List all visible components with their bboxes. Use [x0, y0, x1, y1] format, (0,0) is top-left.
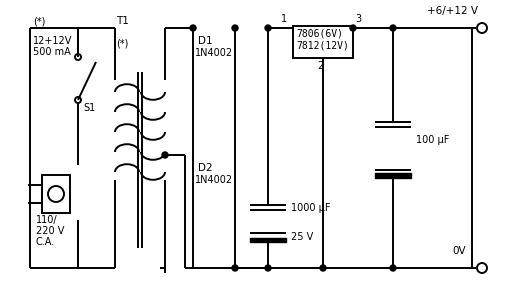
- Text: +6/+12 V: +6/+12 V: [427, 6, 478, 16]
- Circle shape: [232, 25, 238, 31]
- Circle shape: [350, 25, 356, 31]
- Text: 1000 µF: 1000 µF: [291, 203, 331, 213]
- Circle shape: [265, 25, 271, 31]
- Text: 1: 1: [281, 14, 287, 24]
- Circle shape: [162, 152, 168, 158]
- Text: 1N4002: 1N4002: [195, 48, 233, 58]
- Text: 7806(6V): 7806(6V): [296, 29, 343, 39]
- Text: 2: 2: [317, 61, 323, 71]
- Bar: [293, 26, 353, 58]
- Text: S1: S1: [83, 103, 95, 113]
- Text: D2: D2: [198, 163, 213, 173]
- Circle shape: [390, 25, 396, 31]
- Text: C.A.: C.A.: [36, 237, 55, 247]
- Text: 7812(12V): 7812(12V): [296, 41, 349, 51]
- Text: 3: 3: [355, 14, 361, 24]
- Circle shape: [190, 25, 196, 31]
- Text: 110/: 110/: [36, 215, 58, 225]
- Text: 0V: 0V: [452, 246, 465, 256]
- Circle shape: [390, 265, 396, 271]
- Text: 12+12V: 12+12V: [33, 36, 72, 46]
- Text: 25 V: 25 V: [291, 232, 313, 242]
- Text: 220 V: 220 V: [36, 226, 64, 236]
- Circle shape: [320, 265, 326, 271]
- Text: 100 µF: 100 µF: [416, 135, 449, 145]
- Circle shape: [232, 265, 238, 271]
- Text: 1N4002: 1N4002: [195, 175, 233, 185]
- Text: (*): (*): [116, 38, 128, 48]
- Text: (*): (*): [33, 16, 45, 26]
- Text: 500 mA: 500 mA: [33, 47, 71, 57]
- Bar: [42, 175, 70, 213]
- Text: D1: D1: [198, 36, 213, 46]
- Circle shape: [265, 265, 271, 271]
- Text: T1: T1: [116, 16, 129, 26]
